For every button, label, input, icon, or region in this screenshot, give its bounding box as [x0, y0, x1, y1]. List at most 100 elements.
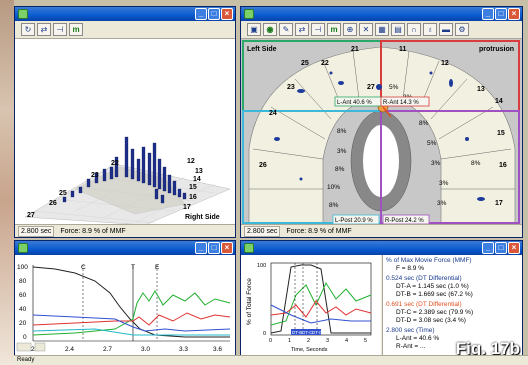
mm-icon[interactable]: m: [69, 23, 83, 36]
mm-icon[interactable]: m: [327, 23, 341, 36]
split-icon[interactable]: ⊣: [53, 23, 67, 36]
legend-line: DT-C = 2.389 sec (79.9 %): [396, 309, 474, 316]
maximize-button[interactable]: □: [208, 8, 220, 20]
figure-label: Fig. 17b: [455, 339, 520, 358]
maximize-button[interactable]: □: [208, 242, 220, 254]
pct-label: 8%: [329, 202, 339, 209]
series-total: [32, 266, 230, 338]
split-icon[interactable]: ⊣: [311, 23, 325, 36]
tooth-label: 14: [495, 98, 503, 105]
tooth-label: 11: [399, 46, 407, 53]
series-cyan: [32, 328, 230, 336]
force-readout: Force: 8.9 % of MMF: [286, 227, 352, 235]
x-tick: 3: [326, 338, 329, 344]
save-icon[interactable]: ▬: [439, 23, 453, 36]
tooth-icon[interactable]: ♁: [423, 23, 437, 36]
y-tick: 0: [263, 331, 266, 337]
tooth-label: 22: [321, 60, 329, 67]
marker-label: C: [81, 264, 86, 271]
side-label: Right Side: [185, 214, 220, 221]
quadrant-r-post: R-Post 24.2 %: [385, 218, 424, 224]
swap-icon[interactable]: ⇄: [37, 23, 51, 36]
tooth-label: 26: [259, 162, 267, 169]
target-icon[interactable]: ⊕: [343, 23, 357, 36]
legend-line: DT-A = 1.145 sec (1.0 %): [396, 283, 469, 290]
x-tick: 3.3: [179, 346, 188, 353]
legend-entry: % of Max Movie Force (MMF) F = 8.9 %: [386, 257, 520, 273]
edit-icon[interactable]: ✎: [279, 23, 293, 36]
close-button[interactable]: ×: [508, 242, 520, 254]
arch-contact-map: Left Side protrusion 21 22 23 11 12 13 1…: [241, 39, 522, 225]
tooth-label: 25: [59, 190, 67, 197]
pct-label: 8%: [335, 166, 345, 173]
x-tick: 5: [364, 338, 367, 344]
arch-icon[interactable]: ∩: [407, 23, 421, 36]
app-icon: [244, 9, 254, 19]
legend-line: R-Ant = ...: [396, 343, 426, 350]
percent-force-plot: % of Total Force 100 0 0 1 2 3 4 5 Time,…: [241, 255, 381, 355]
minimize-button[interactable]: _: [195, 8, 207, 20]
legend-line: DT-B = 1.669 sec (67.2 %): [396, 291, 473, 298]
window-3d-view: _ □ × ↻ ⇄ ⊣ m: [14, 6, 236, 238]
settings-icon[interactable]: ⚙: [455, 23, 469, 36]
tooth-label: 13: [195, 168, 203, 175]
tooth-label: 14: [193, 176, 201, 183]
app-icon: [244, 243, 254, 253]
close-button[interactable]: ×: [221, 8, 233, 20]
window-percent-graph: _ □ × % of Total Force 100 0 0 1 2 3 4 5…: [240, 240, 523, 356]
series-blue: [32, 314, 231, 332]
tooth-label: 17: [183, 204, 191, 211]
series-red: [270, 300, 372, 318]
app-icon: [18, 243, 28, 253]
eye-icon[interactable]: ◉: [263, 23, 277, 36]
y-tick: 0: [23, 334, 27, 341]
bar-3d-plot: 12 13 14 15 16 17 23 22 25 26 27 Right S…: [15, 39, 235, 225]
series-total: [270, 264, 371, 334]
view-icon[interactable]: ▣: [247, 23, 261, 36]
legend-entry: 0.691 sec (DT Differential) DT-C = 2.389 …: [386, 301, 520, 325]
series-green: [32, 290, 231, 336]
tooth-label: 23: [91, 172, 99, 179]
legend-line: L-Ant = 40.6 %: [396, 335, 440, 342]
tooth-label: 26: [49, 200, 57, 207]
y-tick: 20: [19, 320, 27, 327]
maximize-button[interactable]: □: [495, 242, 507, 254]
tooth-label: 27: [27, 212, 35, 219]
legend-title: 0.691 sec (DT Differential): [386, 301, 462, 308]
minimize-button[interactable]: _: [482, 242, 494, 254]
x-tick: 3.0: [141, 346, 150, 353]
status-strip: 2.800 sec Force: 8.9 % of MMF: [15, 224, 235, 237]
close-button[interactable]: ×: [221, 242, 233, 254]
dt-label: DT-D: [312, 330, 323, 335]
tools-icon[interactable]: ✕: [359, 23, 373, 36]
pct-label: 10%: [327, 184, 340, 191]
force-readout: Force: 8.9 % of MMF: [60, 227, 126, 235]
bars-icon[interactable]: ▤: [391, 23, 405, 36]
window-force-graph: _ □ × 100 80 60 40 20 0 2.1 2.4 2.7 3.0 …: [14, 240, 236, 356]
left-side-label: Left Side: [247, 46, 277, 53]
legend-line: F = 8.9 %: [396, 265, 424, 272]
swap-icon[interactable]: ⇄: [295, 23, 309, 36]
title-bar: _ □ ×: [241, 7, 522, 21]
x-tick: 2: [307, 338, 310, 344]
y-tick: 80: [19, 278, 27, 285]
minimize-button[interactable]: _: [482, 8, 494, 20]
dt-label: DT-B: [292, 330, 302, 335]
maximize-button[interactable]: □: [495, 8, 507, 20]
series-green: [270, 281, 372, 326]
x-tick: 2.4: [65, 346, 74, 353]
force-time-plot: 100 80 60 40 20 0 2.1 2.4 2.7 3.0 3.3 3.…: [15, 255, 235, 355]
minimize-button[interactable]: _: [195, 242, 207, 254]
tooth-label: 23: [287, 84, 295, 91]
series-red: [32, 312, 231, 326]
legend-panel: % of Max Movie Force (MMF) F = 8.9 % 0.524…: [382, 255, 522, 355]
tooth-label: 15: [189, 184, 197, 191]
rotate-icon[interactable]: ↻: [21, 23, 35, 36]
tooth-label: 12: [441, 60, 449, 67]
close-button[interactable]: ×: [508, 8, 520, 20]
tooth-label: 24: [269, 110, 277, 117]
quadrant-l-post: L-Post 20.9 %: [335, 218, 373, 224]
grid-icon[interactable]: ▦: [375, 23, 389, 36]
y-tick: 40: [19, 306, 27, 313]
legend-entry: 2.800 sec (Time) L-Ant = 40.6 % R-Ant = ..…: [386, 327, 520, 351]
